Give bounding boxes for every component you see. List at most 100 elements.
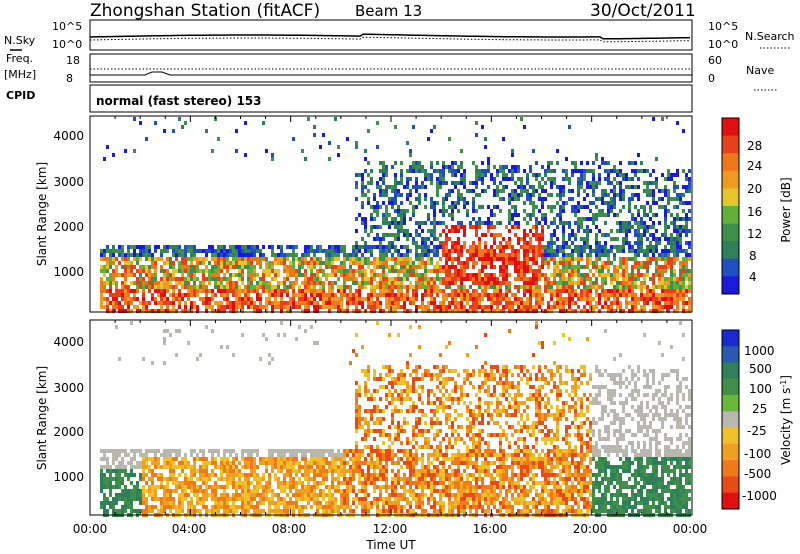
power-cell (406, 233, 409, 237)
power-cell (127, 265, 130, 269)
velocity-cell (346, 461, 349, 465)
velocity-cell (325, 469, 328, 473)
velocity-cell (334, 477, 337, 481)
power-cell (667, 309, 670, 313)
velocity-cell (304, 489, 307, 493)
power-cell (565, 269, 568, 273)
power-cell (283, 265, 286, 269)
power-cell (652, 237, 655, 241)
power-cell (178, 245, 181, 249)
power-cell (202, 249, 205, 253)
power-cell (451, 213, 454, 217)
velocity-cell (244, 489, 247, 493)
power-cell (586, 273, 589, 277)
velocity-cell (124, 473, 127, 477)
power-cell (397, 233, 400, 237)
power-cell (475, 233, 478, 237)
power-cell (517, 309, 520, 313)
power-cell (394, 217, 397, 221)
power-cell (439, 221, 442, 225)
power-cell (370, 261, 373, 265)
power-cell (535, 293, 538, 297)
power-cell (661, 253, 664, 257)
power-cell (661, 289, 664, 293)
power-cell (634, 273, 637, 277)
power-cell (394, 209, 397, 213)
power-cell (538, 245, 541, 249)
power-cell (181, 297, 184, 301)
power-cell (259, 285, 262, 289)
power-cell (454, 301, 457, 305)
power-cell (532, 201, 535, 205)
power-cell (586, 217, 589, 221)
power-cell (634, 265, 637, 269)
power-cell (622, 193, 625, 197)
power-cell (478, 169, 481, 173)
power-cell (385, 217, 388, 221)
power-cell (460, 309, 463, 313)
power-cell (631, 273, 634, 277)
power-cell (634, 277, 637, 281)
velocity-cell (355, 393, 358, 397)
power-cell (562, 289, 565, 293)
power-cell (133, 245, 136, 249)
power-cell (586, 265, 589, 269)
velocity-cell (127, 453, 130, 457)
velocity-cell (217, 465, 220, 469)
power-cell (454, 309, 457, 313)
power-cell (385, 233, 388, 237)
velocity-cell (304, 497, 307, 501)
power-cell (262, 281, 265, 285)
power-cell (436, 177, 439, 181)
power-cell (283, 289, 286, 293)
power-cell (535, 233, 538, 237)
power-cell (508, 245, 511, 249)
power-cell (367, 249, 370, 253)
power-cell (400, 161, 403, 165)
velocity-cell (202, 481, 205, 485)
velocity-cell (247, 501, 250, 505)
power-cell (505, 177, 508, 181)
velocity-cell (319, 449, 322, 453)
power-cell (541, 185, 544, 189)
power-cell (304, 305, 307, 309)
power-cell (637, 301, 640, 305)
velocity-cell (352, 461, 355, 465)
power-cell (409, 265, 412, 269)
power-axis-ticks (89, 116, 693, 312)
power-cell (562, 301, 565, 305)
power-cell (157, 285, 160, 289)
power-cell (292, 137, 295, 141)
power-cell (127, 293, 130, 297)
power-cell (448, 301, 451, 305)
power-cell (418, 233, 421, 237)
power-cell (613, 293, 616, 297)
power-cell (382, 273, 385, 277)
power-cell (325, 293, 328, 297)
power-cell (673, 273, 676, 277)
power-cell (526, 173, 529, 177)
power-cell (493, 297, 496, 301)
power-cell (220, 257, 223, 261)
velocity-cell (205, 325, 208, 329)
power-cell (607, 249, 610, 253)
power-cell (346, 293, 349, 297)
velocity-cell (241, 473, 244, 477)
power-cell (232, 289, 235, 293)
power-cell (325, 277, 328, 281)
power-cell (502, 257, 505, 261)
power-cell (379, 277, 382, 281)
power-cell (301, 309, 304, 313)
velocity-cell (316, 505, 319, 509)
power-cell (616, 297, 619, 301)
power-cell (421, 265, 424, 269)
power-cell (613, 245, 616, 249)
power-cell (517, 193, 520, 197)
power-cell (601, 261, 604, 265)
velocity-cell (343, 449, 346, 453)
power-cell (643, 285, 646, 289)
velocity-cell (226, 469, 229, 473)
power-cell (382, 213, 385, 217)
velocity-cell (328, 465, 331, 469)
power-cell (160, 285, 163, 289)
